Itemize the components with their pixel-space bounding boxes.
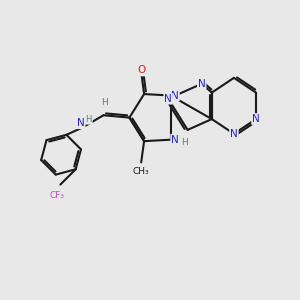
Text: N: N (77, 118, 85, 128)
Text: H: H (85, 115, 92, 124)
Text: N: N (164, 94, 172, 104)
Text: N: N (230, 129, 238, 139)
Text: CH₃: CH₃ (133, 167, 149, 176)
Text: H: H (101, 98, 107, 107)
Text: H: H (182, 138, 188, 147)
Text: CF₃: CF₃ (50, 191, 65, 200)
Text: N: N (252, 114, 260, 124)
Text: N: N (171, 91, 179, 100)
Text: N: N (171, 135, 179, 145)
Text: O: O (137, 65, 145, 76)
Text: N: N (198, 79, 206, 89)
